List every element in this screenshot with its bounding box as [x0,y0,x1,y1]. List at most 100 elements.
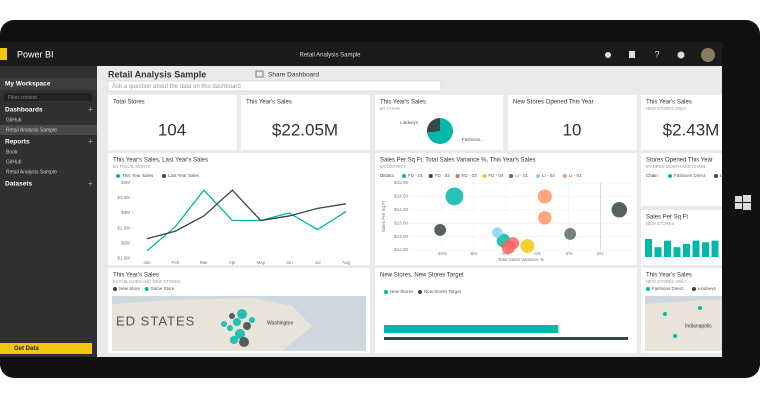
legend-title: District [380,173,394,178]
feedback-button[interactable] [677,51,685,59]
legend-swatch [402,174,406,178]
add-button[interactable]: + [88,137,93,146]
tile-title: Sales Per Sq Ft [646,215,688,221]
y-tick-label: $2M [121,240,130,245]
help-button[interactable]: ? [654,49,659,59]
x-tick-label: Jun [286,260,294,265]
column [673,247,681,257]
column [664,240,671,257]
legend-swatch [428,174,433,178]
share-icon [255,70,264,78]
map-land [112,298,312,351]
legend-label: New Store [119,286,141,291]
filter-box[interactable] [4,93,92,101]
map-dot [698,306,702,310]
line-series [146,189,347,252]
legend-label: This Year Sales [122,173,154,178]
legend-label: Fashions Direct [652,286,684,291]
get-data-button[interactable] [0,343,92,354]
tile[interactable]: This Year's Sales $22.05M [241,95,370,150]
toolbar: ? [605,48,715,62]
tile-subtitle: ESTABLISHED AND NEW STORES [113,279,181,284]
kpi-value: 104 [158,120,186,139]
x-tick-label: Feb [172,260,180,265]
tile-title: Sales Per Sq Ft, Total Sales Variance %,… [380,158,536,164]
tile[interactable]: New Stores, New Stores Target New Stores N… [375,268,637,353]
tile-background [641,153,722,206]
legend-swatch [113,287,117,291]
map-dot [229,313,235,319]
legend-label: Lindseys [720,173,739,178]
tile-subtitle: BY DISTRICT [380,164,406,169]
tile-background [641,95,722,150]
tile-title: This Year's Sales [646,100,692,106]
app-logo [0,48,7,60]
pie-label: Fashions... [462,137,484,142]
share-dashboard[interactable]: Share Dashboard [268,72,319,79]
add-button[interactable]: + [88,105,93,114]
tile-title: This Year's Sales [113,273,159,279]
legend-label: FD - 02 [435,173,451,178]
pie-slice [427,118,454,144]
bubble [537,189,552,204]
add-button[interactable]: + [88,179,93,188]
column [645,239,652,257]
legend-label: New Stores Target [424,289,462,294]
download-button[interactable] [629,51,635,58]
workspace-row [0,78,97,90]
legend-label: New Stores [390,289,414,294]
y-axis-title: Sales Per Sq Ft [381,200,386,232]
legend-swatch [692,287,696,291]
tile-background [508,95,637,150]
map-dot [227,325,233,331]
legend-swatch [714,174,718,178]
pie-label: Lindseys [400,120,419,125]
qa-box[interactable] [107,80,442,92]
bar [384,325,559,333]
tile-subtitle: NEW STORES [646,221,674,226]
tile-title: New Stores Opened This Year [513,100,594,106]
report-title: Retail Analysis Sample [299,53,361,59]
nav-item: Book [6,149,18,155]
windows-button[interactable] [735,195,751,210]
map-dot [239,337,249,347]
sidebar-content: My Workspace Filter content Dashboards + Git… [0,78,97,354]
get-data: Get Data [14,346,39,352]
workspace: My Workspace [5,81,51,88]
tile-title: Stores Opened This Year [646,158,713,164]
selected-row [0,125,97,135]
bubble [445,187,464,206]
tile[interactable]: New Stores Opened This Year 10 [508,95,637,150]
avatar[interactable] [701,48,715,62]
tile[interactable]: Total Stores 104 [108,95,237,150]
x-tick-label: -2% [565,251,573,256]
kpi-value: $22.05M [272,120,338,139]
map-label: Washington [267,320,293,326]
x-tick-label: 0% [597,251,604,256]
tile[interactable]: Sales Per Sq Ft, Total Sales Variance %,… [375,153,637,265]
tile-background [375,268,637,353]
x-axis-title: Total Sales Variance % [498,257,544,262]
legend-swatch [144,287,149,291]
section-title: Reports [5,139,30,146]
map-dot [243,322,251,330]
map-dot [237,309,247,319]
nav-item: GitHub [6,159,22,165]
x-tick-label: Jul [315,260,321,265]
column [711,240,719,257]
legend-label: FD - 04 [488,173,504,178]
filter-placeholder: Filter content [8,95,38,101]
legend-swatch [509,174,514,178]
nav-item: GitHub [6,117,22,123]
legend-swatch [384,290,388,294]
legend-swatch [562,174,567,178]
tile-subtitle: BY FISCAL MONTH [113,164,151,169]
settings-button[interactable] [605,52,611,58]
